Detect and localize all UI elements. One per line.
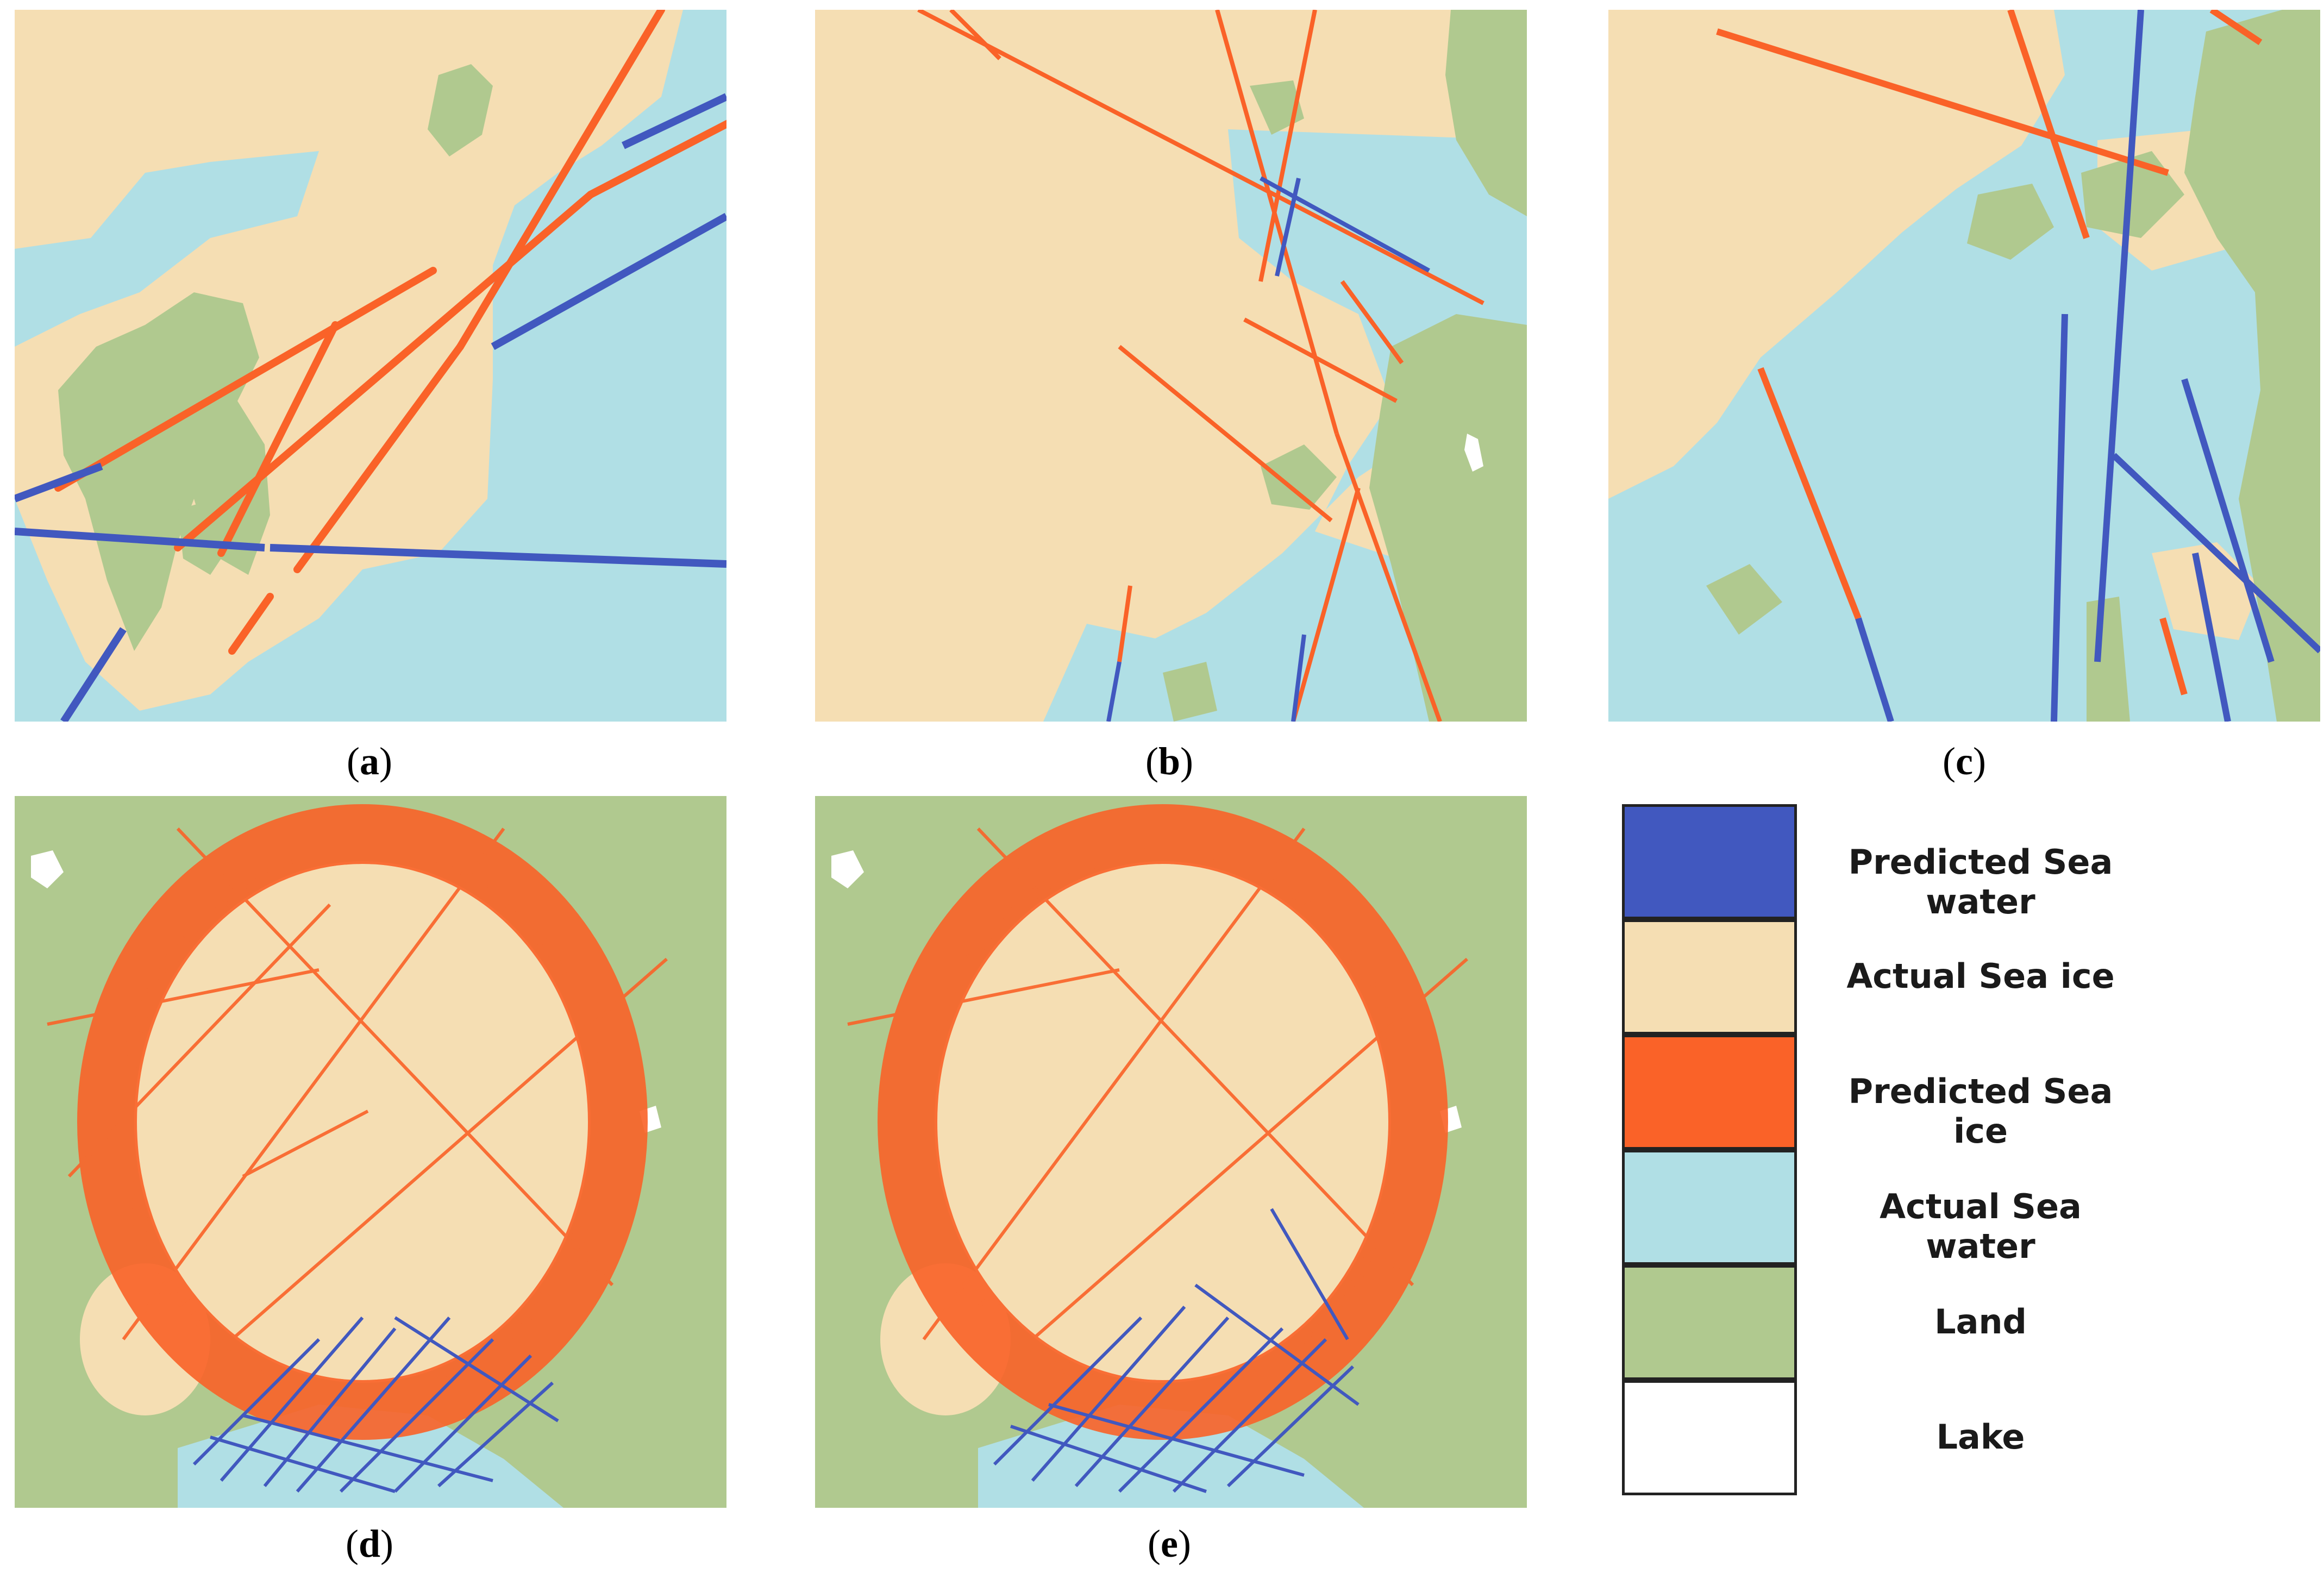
legend-swatch-actual-sea-water [1622,1150,1797,1265]
map-panel-a [15,10,726,722]
legend-swatch-predicted-sea-ice [1622,1035,1797,1150]
legend-swatch-predicted-sea-water [1622,804,1797,919]
legend-label-actual-sea-water: Actual Sea water [1880,1187,2082,1266]
panel-caption-b: (b) [1145,740,1193,783]
legend-label-lake: Lake [1936,1417,2025,1457]
predicted-sea-ice-tracks [1716,10,2263,695]
predicted-sea-water-tracks [993,1208,1360,1493]
map-c-svg [1608,10,2320,722]
predicted-sea-ice-tracks [847,804,1468,1440]
land [2184,10,2320,722]
map-panel-d [15,796,726,1508]
land [58,292,270,651]
land [1706,564,1782,635]
land [1967,184,2054,260]
lake [31,850,64,888]
predicted-sea-ice-tracks [47,804,668,1440]
predicted-sea-ice-tracks [917,10,1484,722]
sea-ice [935,861,1391,1383]
map-panel-e [815,796,1527,1508]
panel-caption-e: (e) [1148,1522,1191,1565]
land [1369,314,1527,722]
predicted-sea-water-tracks [1855,10,2320,722]
lake [1464,434,1483,472]
land [1163,662,1217,722]
map-b-svg [815,10,1527,722]
predicted-sea-water-tracks [15,93,726,722]
map-e-svg [815,796,1527,1508]
map-a-svg [15,10,726,722]
legend-label-land: Land [1934,1302,2027,1342]
land [428,64,493,156]
legend-label-predicted-sea-water: Predicted Sea water [1848,842,2113,922]
sea-water [178,1405,563,1508]
land [1445,10,1527,216]
predicted-sea-water-tracks [1106,176,1430,722]
sea-ice [1608,10,2065,499]
panel-caption-d: (d) [345,1522,393,1565]
panel-caption-c: (c) [1943,740,1986,783]
land [1261,444,1337,510]
panel-caption-a: (a) [347,740,392,783]
map-panel-b [815,10,1527,722]
lake [831,850,864,888]
legend-label-actual-sea-ice: Actual Sea ice [1846,956,2115,996]
legend-swatch-lake [1622,1380,1797,1495]
predicted-sea-water-tracks [192,1316,559,1493]
legend-swatch-land [1622,1265,1797,1380]
legend-label-predicted-sea-ice: Predicted Sea ice [1848,1071,2113,1151]
map-panel-c [1608,10,2320,722]
predicted-sea-ice-tracks [54,10,726,655]
legend-swatch-actual-sea-ice [1622,919,1797,1035]
map-d-svg [15,796,726,1508]
